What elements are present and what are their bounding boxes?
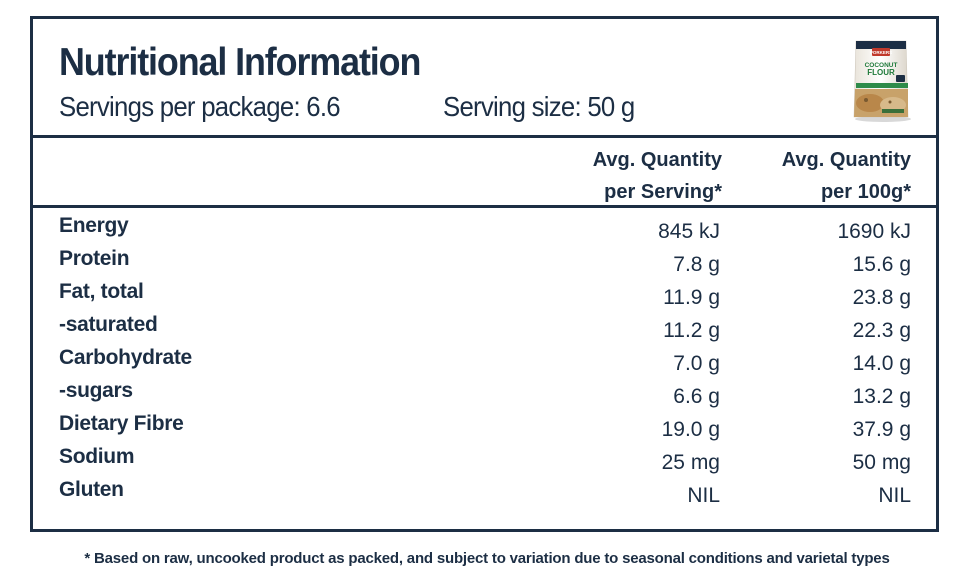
nutrient-table: Energy 845 kJ 1690 kJ Protein 7.8 g 15.6… — [33, 214, 936, 511]
per-100g-value: 1690 kJ — [837, 220, 911, 243]
servings-per-package: Servings per package: 6.6 — [59, 91, 341, 122]
panel-title: Nutritional Information — [59, 41, 421, 84]
table-row: Carbohydrate 7.0 g 14.0 g — [33, 346, 936, 379]
per-100g-value: 22.3 g — [852, 319, 911, 342]
per-serving-value: NIL — [687, 484, 720, 507]
per-serving-value: 25 mg — [661, 451, 720, 474]
per-100g-value: 50 mg — [852, 451, 911, 474]
product-name-line1: COCONUT — [865, 62, 898, 69]
header-divider — [33, 135, 936, 138]
table-row: -sugars 6.6 g 13.2 g — [33, 379, 936, 412]
per-serving-value: 11.9 g — [663, 286, 720, 309]
nutrient-label: -saturated — [59, 313, 158, 336]
nutrition-panel: Nutritional Information Servings per pac… — [30, 16, 939, 532]
columns-divider — [33, 205, 936, 208]
table-row: Protein 7.8 g 15.6 g — [33, 247, 936, 280]
nutrient-label: Sodium — [59, 445, 135, 468]
per-serving-value: 6.6 g — [673, 385, 720, 408]
table-row: Gluten NIL NIL — [33, 478, 936, 511]
table-row: -saturated 11.2 g 22.3 g — [33, 313, 936, 346]
per-serving-value: 845 kJ — [658, 220, 720, 243]
product-name-line2: FLOUR — [867, 68, 895, 77]
nutrient-label: Carbohydrate — [59, 346, 192, 369]
per-100g-value: 13.2 g — [852, 385, 911, 408]
nutrient-label: Protein — [59, 247, 130, 270]
column-header-per-100g: Avg. Quantity per 100g* — [782, 144, 911, 208]
per-serving-value: 11.2 g — [663, 319, 720, 342]
nutrient-label: Dietary Fibre — [59, 412, 184, 435]
per-serving-value: 19.0 g — [661, 418, 720, 441]
column-header-per-100g-line2: per 100g* — [820, 181, 911, 203]
table-row: Sodium 25 mg 50 mg — [33, 445, 936, 478]
column-header-per-serving-line2: per Serving* — [604, 181, 722, 203]
nutrient-label: Gluten — [59, 478, 124, 501]
nutrient-label: Fat, total — [59, 280, 144, 303]
nutrient-label: -sugars — [59, 379, 133, 402]
product-brand-text: PORKERS — [870, 50, 892, 55]
per-serving-value: 7.0 g — [673, 352, 720, 375]
product-pack-image: PORKERS COCONUT FLOUR — [853, 40, 911, 122]
per-100g-value: 37.9 g — [852, 418, 911, 441]
column-header-per-serving-line1: Avg. Quantity — [592, 149, 722, 171]
per-serving-value: 7.8 g — [673, 253, 720, 276]
footnote: * Based on raw, uncooked product as pack… — [84, 550, 890, 567]
table-row: Dietary Fibre 19.0 g 37.9 g — [33, 412, 936, 445]
column-header-per-100g-line1: Avg. Quantity — [781, 149, 911, 171]
table-row: Fat, total 11.9 g 23.8 g — [33, 280, 936, 313]
serving-size: Serving size: 50 g — [443, 91, 635, 122]
nutrient-label: Energy — [59, 214, 129, 237]
per-100g-value: NIL — [878, 484, 911, 507]
per-100g-value: 23.8 g — [852, 286, 911, 309]
table-row: Energy 845 kJ 1690 kJ — [33, 214, 936, 247]
column-header-per-serving: Avg. Quantity per Serving* — [593, 144, 722, 208]
per-100g-value: 15.6 g — [852, 253, 911, 276]
per-100g-value: 14.0 g — [852, 352, 911, 375]
